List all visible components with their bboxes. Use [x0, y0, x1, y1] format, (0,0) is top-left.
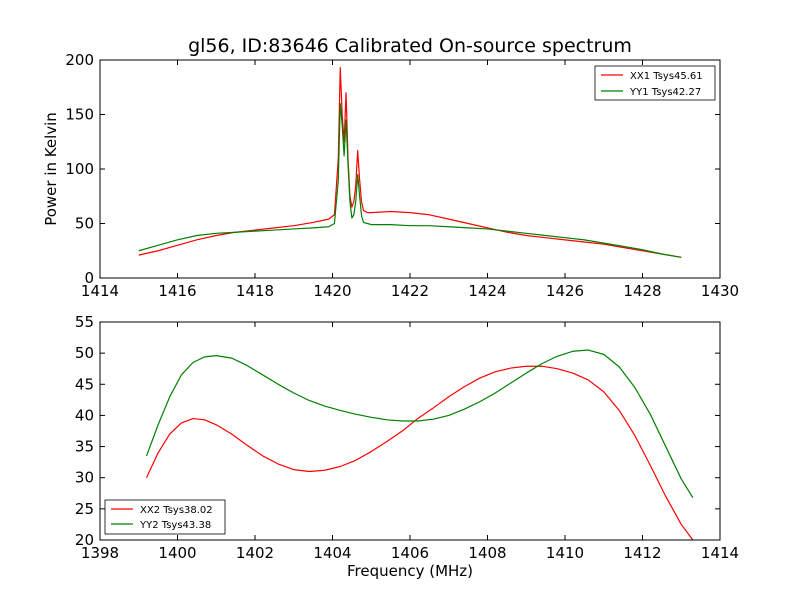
y-tick-label-0-1: 50: [75, 215, 94, 233]
top-legend: XX1 Tsys45.61 YY1 Tsys42.27: [594, 65, 716, 101]
series-line-1-0: [145, 365, 694, 541]
y-tick-label-0-4: 200: [65, 51, 94, 69]
bottom-legend: XX2 Tsys38.02 YY2 Tsys43.38: [104, 499, 226, 535]
y-tick-label-0-3: 150: [65, 106, 94, 124]
legend-label-yy2: YY2 Tsys43.38: [139, 520, 211, 531]
x-tick-label-1-0: 1398: [81, 544, 119, 562]
legend-label-yy1: YY1 Tsys42.27: [629, 87, 701, 98]
x-tick-label-1-4: 1406: [391, 544, 429, 562]
y-tick-label-0-0: 0: [84, 269, 94, 287]
bottom-legend-box: [104, 499, 226, 535]
y-tick-label-1-3: 35: [75, 438, 94, 456]
x-tick-label-1-3: 1404: [313, 544, 351, 562]
legend-label-xx2: XX2 Tsys38.02: [140, 505, 213, 516]
series-line-0-0: [138, 67, 682, 258]
y-tick-label-1-6: 50: [75, 344, 94, 362]
x-tick-label-1-5: 1408: [468, 544, 506, 562]
x-tick-label-0-2: 1418: [236, 282, 274, 300]
x-tick-label-0-4: 1422: [391, 282, 429, 300]
y-tick-label-0-2: 100: [65, 160, 94, 178]
x-tick-label-1-7: 1412: [623, 544, 661, 562]
x-tick-label-0-3: 1420: [313, 282, 351, 300]
x-tick-label-0-0: 1414: [81, 282, 119, 300]
top-plot-area: 1414 1416 1418 1420 1422 1424 1426 1428 1430 0 50 1…: [65, 51, 739, 300]
x-tick-label-0-7: 1428: [623, 282, 661, 300]
top-y-axis-label: Power in Kelvin: [42, 112, 60, 226]
chart-title: gl56, ID:83646 Calibrated On-source spec…: [188, 35, 632, 57]
top-legend-box: [594, 65, 716, 101]
x-tick-label-0-5: 1424: [468, 282, 506, 300]
bottom-x-axis-label: Frequency (MHz): [347, 562, 473, 580]
bottom-plot-area: 1398 1400 1402 1404 1406 1408 1410 1412 1414 20 25…: [75, 313, 739, 562]
x-tick-label-0-1: 1416: [158, 282, 196, 300]
y-tick-label-1-1: 25: [75, 500, 94, 518]
legend-label-xx1: XX1 Tsys45.61: [630, 71, 703, 82]
y-tick-label-1-5: 45: [75, 375, 94, 393]
y-tick-label-1-7: 55: [75, 313, 94, 331]
y-tick-label-1-4: 40: [75, 406, 94, 424]
x-tick-label-1-1: 1400: [158, 544, 196, 562]
y-tick-label-1-0: 20: [75, 531, 94, 549]
series-line-1-1: [145, 349, 694, 498]
x-tick-label-0-6: 1426: [546, 282, 584, 300]
x-tick-label-1-6: 1410: [546, 544, 584, 562]
x-tick-label-1-2: 1402: [236, 544, 274, 562]
y-tick-label-1-2: 30: [75, 469, 94, 487]
x-tick-label-1-8: 1414: [701, 544, 739, 562]
series-line-0-1: [138, 102, 682, 258]
x-tick-label-0-8: 1430: [701, 282, 739, 300]
